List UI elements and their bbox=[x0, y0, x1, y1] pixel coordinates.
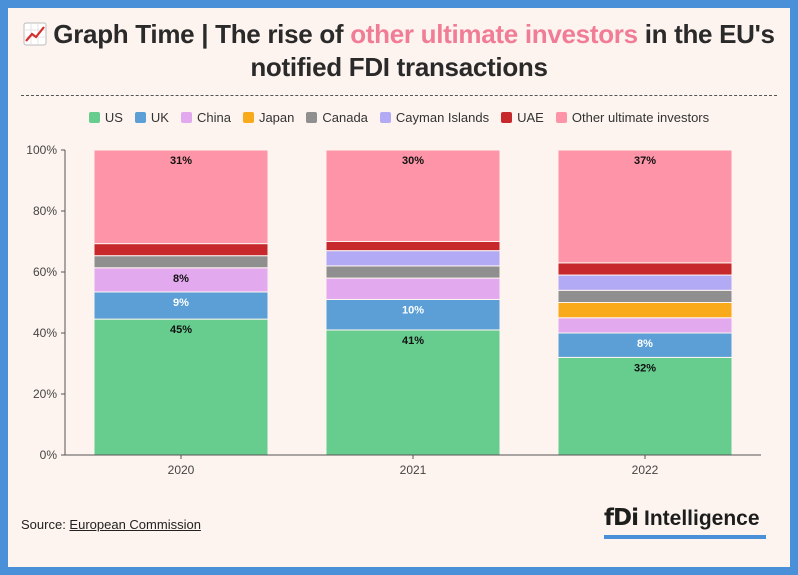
legend-swatch bbox=[180, 112, 192, 123]
y-tick-label: 20% bbox=[33, 387, 57, 401]
legend-label: Japan bbox=[258, 110, 295, 125]
legend-item: Other ultimate investors bbox=[555, 110, 710, 125]
data-label: 9% bbox=[173, 297, 189, 309]
bar-segment bbox=[557, 289, 733, 303]
bar-segment bbox=[325, 329, 501, 456]
bar-segment bbox=[325, 149, 501, 242]
bar-segment bbox=[93, 255, 269, 269]
legend-label: UAE bbox=[517, 110, 544, 125]
data-label: 8% bbox=[173, 273, 189, 285]
legend-item: China bbox=[180, 110, 231, 125]
page-title: Graph Time | The rise of other ultimate … bbox=[8, 18, 790, 84]
bar-segment bbox=[93, 291, 269, 320]
legend-swatch bbox=[242, 112, 254, 123]
x-tick-label: 2021 bbox=[400, 463, 427, 477]
legend-label: China bbox=[196, 110, 231, 125]
title-prefix: Graph Time | The rise of bbox=[53, 19, 351, 49]
bar-segment bbox=[93, 318, 269, 456]
bar-segment bbox=[557, 302, 733, 319]
bar-segment bbox=[557, 317, 733, 334]
bar-segment bbox=[93, 149, 269, 245]
bar-segment bbox=[557, 274, 733, 291]
legend-item: Cayman Islands bbox=[379, 110, 490, 125]
legend-swatch bbox=[501, 112, 513, 123]
bar-segment bbox=[325, 241, 501, 252]
y-tick-label: 40% bbox=[33, 326, 57, 340]
data-label: 32% bbox=[634, 362, 656, 374]
legend-label: UK bbox=[150, 110, 169, 125]
data-label: 41% bbox=[402, 335, 424, 347]
data-label: 31% bbox=[170, 155, 192, 167]
y-tick-label: 60% bbox=[33, 265, 57, 279]
logo-text: fDi Intelligence bbox=[604, 505, 760, 531]
source-note: Source: European Commission bbox=[21, 517, 201, 532]
legend-item: UK bbox=[134, 110, 169, 125]
bar-segment bbox=[557, 262, 733, 276]
legend-swatch bbox=[88, 112, 100, 123]
bar-segment bbox=[325, 250, 501, 267]
legend-item: Canada bbox=[306, 110, 368, 125]
y-tick-label: 0% bbox=[40, 448, 58, 462]
dashed-divider bbox=[21, 95, 777, 96]
legend-label: Other ultimate investors bbox=[571, 110, 710, 125]
legend-swatch bbox=[134, 112, 146, 123]
logo-underline bbox=[604, 535, 766, 539]
chart-increasing-icon bbox=[23, 21, 47, 46]
logo-word: Intelligence bbox=[643, 507, 760, 530]
data-label: 37% bbox=[634, 155, 656, 167]
source-label: Source: bbox=[21, 517, 70, 532]
legend-label: US bbox=[104, 110, 123, 125]
data-label: 30% bbox=[402, 155, 424, 167]
x-tick-label: 2020 bbox=[168, 463, 195, 477]
chart-legend: US UK China Japan Canada Cayman Islands UAE Oth… bbox=[8, 110, 790, 125]
fdi-intelligence-logo: fDi Intelligence bbox=[604, 505, 766, 541]
bar-segment bbox=[557, 332, 733, 358]
bar-segment bbox=[93, 243, 269, 257]
graphic-card: Graph Time | The rise of other ultimate … bbox=[8, 8, 790, 567]
data-label: 10% bbox=[402, 304, 424, 316]
legend-item: US bbox=[88, 110, 123, 125]
data-label: 45% bbox=[170, 324, 192, 336]
legend-item: Japan bbox=[242, 110, 295, 125]
bar-segment bbox=[557, 149, 733, 264]
legend-label: Cayman Islands bbox=[395, 110, 490, 125]
title-suffix: in the EU's notified FDI transactions bbox=[250, 19, 775, 82]
legend-swatch bbox=[555, 112, 567, 123]
logo-mark: fDi bbox=[604, 505, 639, 531]
title-highlight: other ultimate investors bbox=[350, 19, 638, 49]
legend-label: Canada bbox=[322, 110, 368, 125]
legend-swatch bbox=[306, 112, 318, 123]
bar-segment bbox=[325, 265, 501, 279]
legend-swatch bbox=[379, 112, 391, 123]
y-tick-label: 80% bbox=[33, 204, 57, 218]
legend-item: UAE bbox=[501, 110, 544, 125]
x-tick-label: 2022 bbox=[632, 463, 659, 477]
source-link[interactable]: European Commission bbox=[69, 517, 201, 532]
data-label: 8% bbox=[637, 338, 653, 350]
bar-segment bbox=[325, 277, 501, 300]
y-tick-label: 100% bbox=[26, 143, 57, 157]
stacked-bar-chart: 0% 20% 40% 60% 80% 100% 45% 9% 8% 31% 2020 41% 10% 30… bbox=[26, 143, 761, 477]
